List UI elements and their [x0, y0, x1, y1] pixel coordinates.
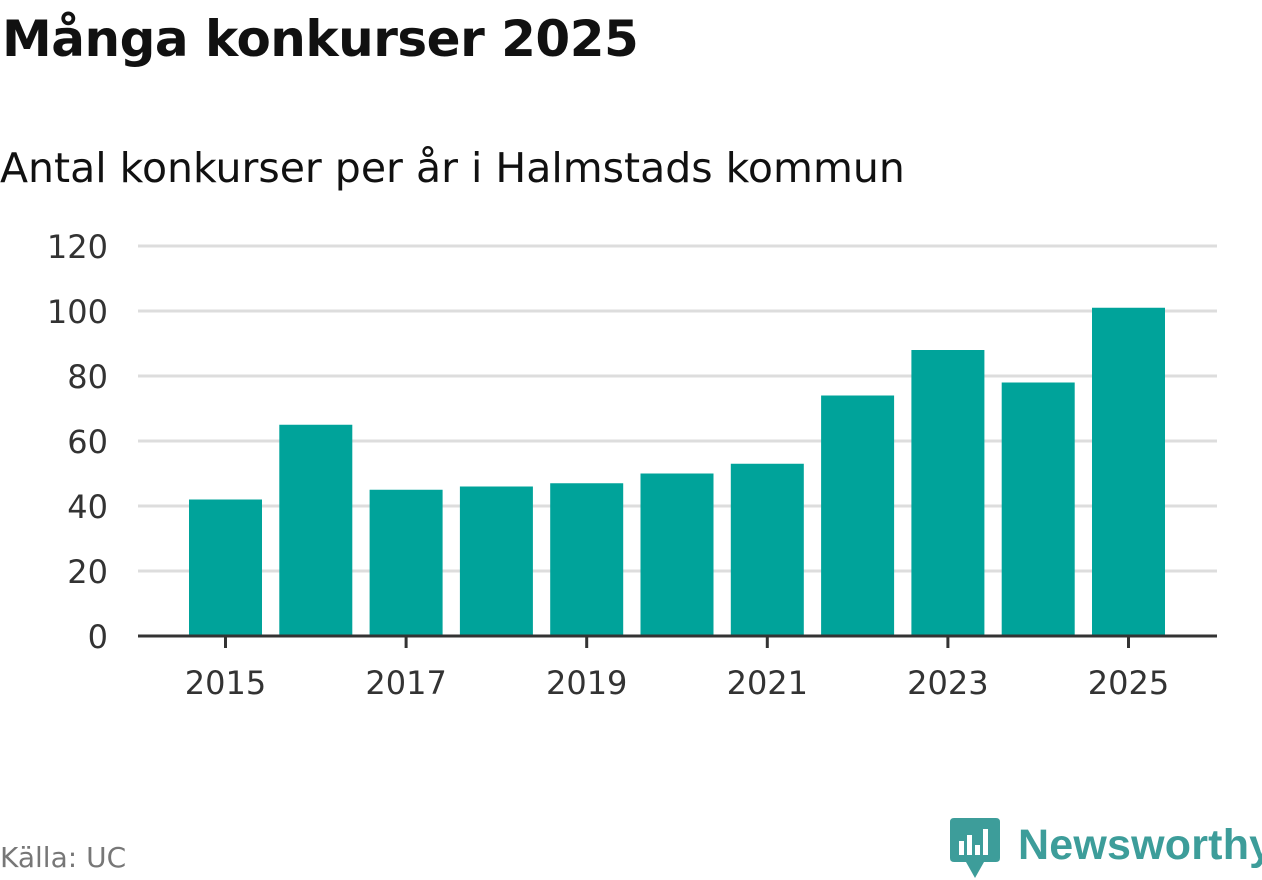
y-tick-label: 40	[67, 488, 108, 526]
brand-logo: Newsworthy	[950, 818, 1262, 880]
bar-2024	[1001, 382, 1075, 636]
bar-2022	[821, 395, 895, 636]
bar-2021	[730, 463, 804, 636]
x-axis	[138, 634, 1217, 648]
x-tick-label: 2021	[727, 664, 808, 702]
bar-2017	[369, 489, 443, 636]
bar-2023	[911, 350, 985, 636]
x-tick-label: 2019	[546, 664, 627, 702]
brand-name: Newsworthy	[1018, 821, 1262, 869]
x-tick-label: 2025	[1088, 664, 1169, 702]
bar-2025	[1092, 307, 1165, 636]
bars	[189, 307, 1165, 636]
bar-2015	[189, 499, 262, 636]
bar-2019	[550, 483, 624, 636]
bar-2020	[640, 473, 714, 636]
y-tick-label: 0	[88, 618, 108, 656]
source-note: Källa: UC	[0, 841, 127, 874]
x-tick-label: 2015	[185, 664, 266, 702]
chart-subtitle: Antal konkurser per år i Halmstads kommu…	[0, 144, 905, 192]
y-tick-label: 80	[67, 358, 108, 396]
x-axis-labels: 2015 2017 2019 2021 2023 2025	[185, 664, 1169, 702]
y-tick-label: 60	[67, 423, 108, 461]
x-tick-label: 2023	[907, 664, 988, 702]
y-tick-label: 120	[47, 228, 108, 266]
y-tick-label: 100	[47, 293, 108, 331]
newsworthy-logo-icon	[950, 818, 1000, 878]
y-axis-labels: 0 20 40 60 80 100 120	[47, 228, 108, 656]
y-tick-label: 20	[67, 553, 108, 591]
chart-title: Många konkurser 2025	[2, 10, 639, 68]
bar-2018	[459, 486, 533, 636]
bar-2016	[279, 424, 353, 636]
x-tick-label: 2017	[365, 664, 446, 702]
